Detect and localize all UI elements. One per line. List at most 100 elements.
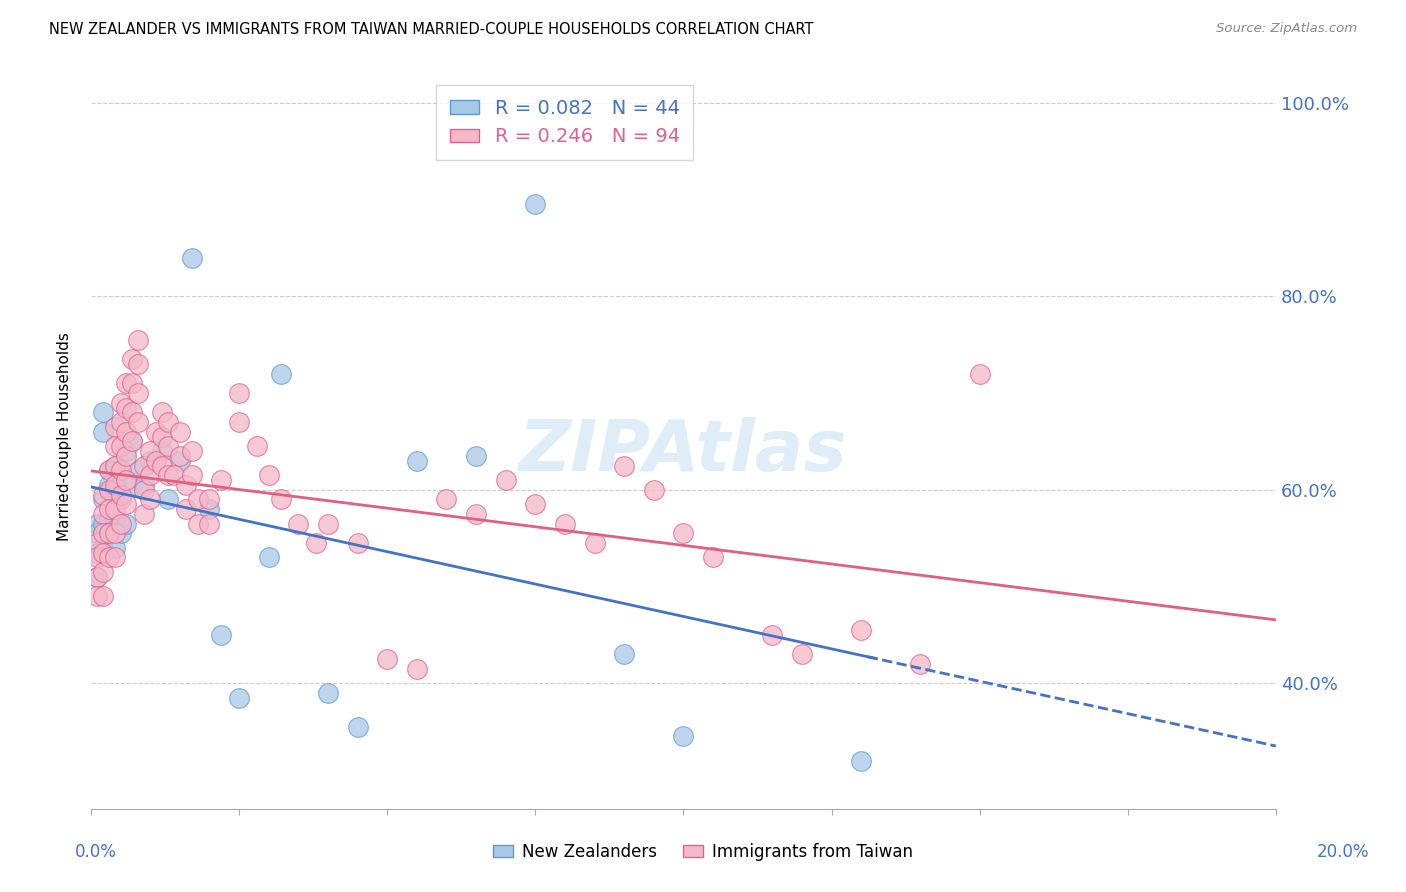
Point: [209, 473, 232, 487]
Point: [851, 754, 873, 768]
Point: [209, 628, 232, 642]
Point: [91, 516, 114, 531]
Text: 20.0%: 20.0%: [1316, 843, 1369, 861]
Point: [174, 478, 197, 492]
Point: [110, 463, 132, 477]
Point: [110, 415, 132, 429]
Point: [257, 468, 280, 483]
Point: [198, 502, 221, 516]
Point: [145, 454, 167, 468]
Point: [121, 405, 143, 419]
Point: [97, 483, 120, 497]
Point: [91, 487, 114, 501]
Point: [110, 439, 132, 453]
Point: [86, 589, 108, 603]
Legend: New Zealanders, Immigrants from Taiwan: New Zealanders, Immigrants from Taiwan: [486, 837, 920, 868]
Point: [790, 647, 813, 661]
Point: [86, 516, 108, 531]
Text: ZIPAtlas: ZIPAtlas: [519, 417, 848, 486]
Point: [150, 458, 173, 473]
Point: [86, 526, 108, 541]
Point: [316, 686, 339, 700]
Point: [115, 473, 138, 487]
Point: [156, 415, 179, 429]
Point: [180, 468, 202, 483]
Point: [97, 526, 120, 541]
Point: [270, 367, 292, 381]
Point: [198, 516, 221, 531]
Point: [139, 468, 162, 483]
Point: [305, 536, 328, 550]
Point: [91, 492, 114, 507]
Point: [104, 458, 127, 473]
Point: [465, 507, 488, 521]
Point: [150, 444, 173, 458]
Point: [465, 449, 488, 463]
Point: [554, 516, 576, 531]
Point: [127, 333, 149, 347]
Point: [198, 492, 221, 507]
Point: [156, 468, 179, 483]
Point: [104, 458, 127, 473]
Point: [97, 550, 120, 565]
Point: [121, 434, 143, 449]
Point: [156, 492, 179, 507]
Point: [169, 454, 191, 468]
Point: [91, 507, 114, 521]
Point: [127, 463, 149, 477]
Point: [495, 473, 517, 487]
Point: [174, 502, 197, 516]
Point: [86, 550, 108, 565]
Point: [163, 468, 186, 483]
Point: [180, 444, 202, 458]
Point: [316, 516, 339, 531]
Point: [121, 352, 143, 367]
Point: [97, 478, 120, 492]
Point: [115, 497, 138, 511]
Point: [139, 444, 162, 458]
Point: [405, 454, 427, 468]
Point: [110, 526, 132, 541]
Point: [346, 720, 368, 734]
Point: [121, 376, 143, 391]
Point: [91, 565, 114, 579]
Point: [97, 526, 120, 541]
Point: [169, 449, 191, 463]
Point: [86, 536, 108, 550]
Point: [436, 492, 458, 507]
Point: [127, 415, 149, 429]
Point: [110, 395, 132, 409]
Point: [583, 536, 606, 550]
Point: [969, 367, 991, 381]
Point: [104, 502, 127, 516]
Point: [134, 483, 156, 497]
Point: [134, 507, 156, 521]
Point: [86, 570, 108, 584]
Point: [110, 492, 132, 507]
Point: [115, 444, 138, 458]
Point: [91, 526, 114, 541]
Point: [115, 516, 138, 531]
Point: [121, 478, 143, 492]
Y-axis label: Married-couple Households: Married-couple Households: [58, 332, 72, 541]
Point: [524, 497, 547, 511]
Point: [643, 483, 665, 497]
Point: [104, 420, 127, 434]
Point: [97, 502, 120, 516]
Point: [910, 657, 932, 671]
Point: [91, 541, 114, 555]
Point: [761, 628, 783, 642]
Point: [672, 730, 695, 744]
Text: 0.0%: 0.0%: [75, 843, 117, 861]
Point: [228, 415, 250, 429]
Point: [524, 197, 547, 211]
Point: [86, 546, 108, 560]
Point: [287, 516, 309, 531]
Point: [150, 429, 173, 443]
Point: [91, 425, 114, 439]
Point: [702, 550, 724, 565]
Point: [104, 526, 127, 541]
Point: [110, 487, 132, 501]
Point: [228, 386, 250, 401]
Point: [97, 463, 120, 477]
